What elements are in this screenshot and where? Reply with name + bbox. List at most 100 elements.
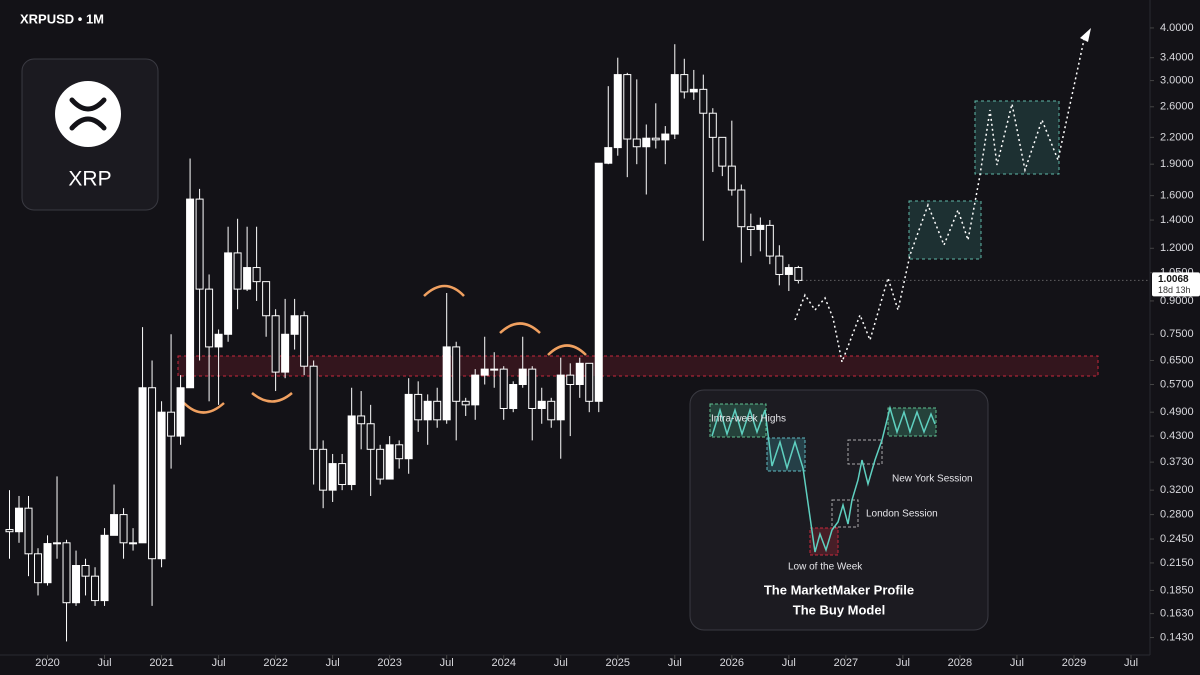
y-tick-label: 1.2000: [1160, 242, 1194, 254]
candle-body: [737, 189, 746, 228]
logo-glyph: [69, 97, 107, 131]
candle-body: [100, 534, 109, 602]
candle-body: [129, 542, 138, 545]
candle-body: [537, 400, 546, 409]
projection-arrow: [1080, 28, 1091, 42]
candle-body: [518, 368, 527, 386]
x-tick-label: Jul: [1124, 657, 1138, 669]
candle-body: [594, 162, 603, 402]
y-tick-label: 1.9000: [1160, 158, 1194, 170]
last-price-label: 1.0068: [1158, 274, 1189, 285]
candle-body: [708, 112, 717, 138]
candle-body: [566, 374, 575, 386]
candle-body: [205, 288, 214, 348]
candle-body: [395, 444, 404, 460]
x-tick-label: 2028: [948, 657, 972, 669]
y-tick-label: 1.6000: [1160, 190, 1194, 202]
x-tick-label: 2029: [1062, 657, 1086, 669]
candle-body: [338, 463, 347, 486]
x-tick-label: 2023: [377, 657, 401, 669]
candle-body: [72, 565, 81, 604]
candle-body: [176, 387, 185, 437]
candle-body: [423, 400, 432, 421]
inset-label: New York Session: [892, 474, 973, 485]
candle-body: [509, 384, 518, 409]
logo-icon: [55, 81, 121, 147]
y-tick-label: 1.4000: [1160, 214, 1194, 226]
candle-body: [5, 529, 14, 533]
candle-body: [746, 226, 755, 230]
x-tick-label: Jul: [212, 657, 226, 669]
y-tick-label: 0.2450: [1160, 533, 1194, 545]
candle-body: [34, 553, 43, 584]
candle-body: [366, 423, 375, 450]
candle-body: [300, 315, 309, 367]
candle-body: [471, 374, 480, 406]
candle-body: [433, 400, 442, 421]
candle-body: [461, 400, 470, 406]
candle-body: [347, 415, 356, 486]
candle-body: [252, 267, 261, 283]
candle-body: [271, 315, 280, 373]
x-tick-label: 2021: [149, 657, 173, 669]
candle-body: [376, 448, 385, 480]
candle-body: [499, 368, 508, 409]
candle-body: [689, 88, 698, 93]
candle-body: [110, 514, 119, 536]
candle-body: [632, 138, 641, 148]
inset-subtitle: The Buy Model: [793, 602, 885, 617]
x-tick-label: Jul: [440, 657, 454, 669]
candle-body: [24, 507, 33, 555]
candle-body: [480, 368, 489, 376]
projection-box: [908, 200, 982, 260]
inset-label: London Session: [866, 509, 938, 520]
y-tick-label: 0.3730: [1160, 456, 1194, 468]
candle-body: [319, 448, 328, 491]
candle-body: [794, 267, 803, 281]
candle-body: [81, 565, 90, 577]
candle-body: [91, 575, 100, 602]
y-tick-label: 0.2800: [1160, 508, 1194, 520]
projection-path: [794, 34, 1086, 365]
last-price-box: [1152, 272, 1200, 297]
candle-body: [404, 393, 413, 460]
candle-body: [528, 368, 537, 409]
candle-body: [452, 346, 461, 402]
candle-body: [575, 362, 584, 386]
x-tick-label: Jul: [98, 657, 112, 669]
candle-body: [670, 74, 679, 135]
candle-body: [167, 411, 176, 437]
candle-body: [414, 393, 423, 421]
candle-body: [490, 368, 499, 371]
inset-label: Low of the Week: [788, 562, 863, 573]
x-tick-label: 2020: [35, 657, 59, 669]
candle-body: [157, 411, 166, 560]
candle-body: [623, 74, 632, 140]
y-tick-label: 0.4900: [1160, 406, 1194, 418]
y-tick-label: 4.0000: [1160, 22, 1194, 34]
candle-body: [281, 333, 290, 373]
chart-title: XRPUSD • 1M: [20, 11, 104, 26]
candle-body: [556, 374, 565, 421]
demand-zone: [177, 355, 1099, 377]
candle-body: [53, 542, 62, 545]
candle-body: [585, 362, 594, 402]
y-tick-label: 2.6000: [1160, 101, 1194, 113]
inset-title: The MarketMaker Profile: [764, 582, 914, 597]
y-tick-label: 0.5700: [1160, 378, 1194, 390]
y-tick-label: 2.2000: [1160, 131, 1194, 143]
x-tick-label: 2022: [263, 657, 287, 669]
projection-box: [974, 100, 1060, 175]
candle-body: [290, 315, 299, 335]
y-tick-label: 0.6500: [1160, 354, 1194, 366]
candle-body: [680, 74, 689, 93]
y-tick-label: 3.0000: [1160, 75, 1194, 87]
candle-body: [547, 400, 556, 421]
candle-body: [442, 346, 451, 421]
candle-body: [186, 198, 195, 389]
candle-body: [119, 514, 128, 544]
candle-body: [661, 133, 670, 141]
candle-body: [309, 365, 318, 450]
x-tick-label: Jul: [782, 657, 796, 669]
